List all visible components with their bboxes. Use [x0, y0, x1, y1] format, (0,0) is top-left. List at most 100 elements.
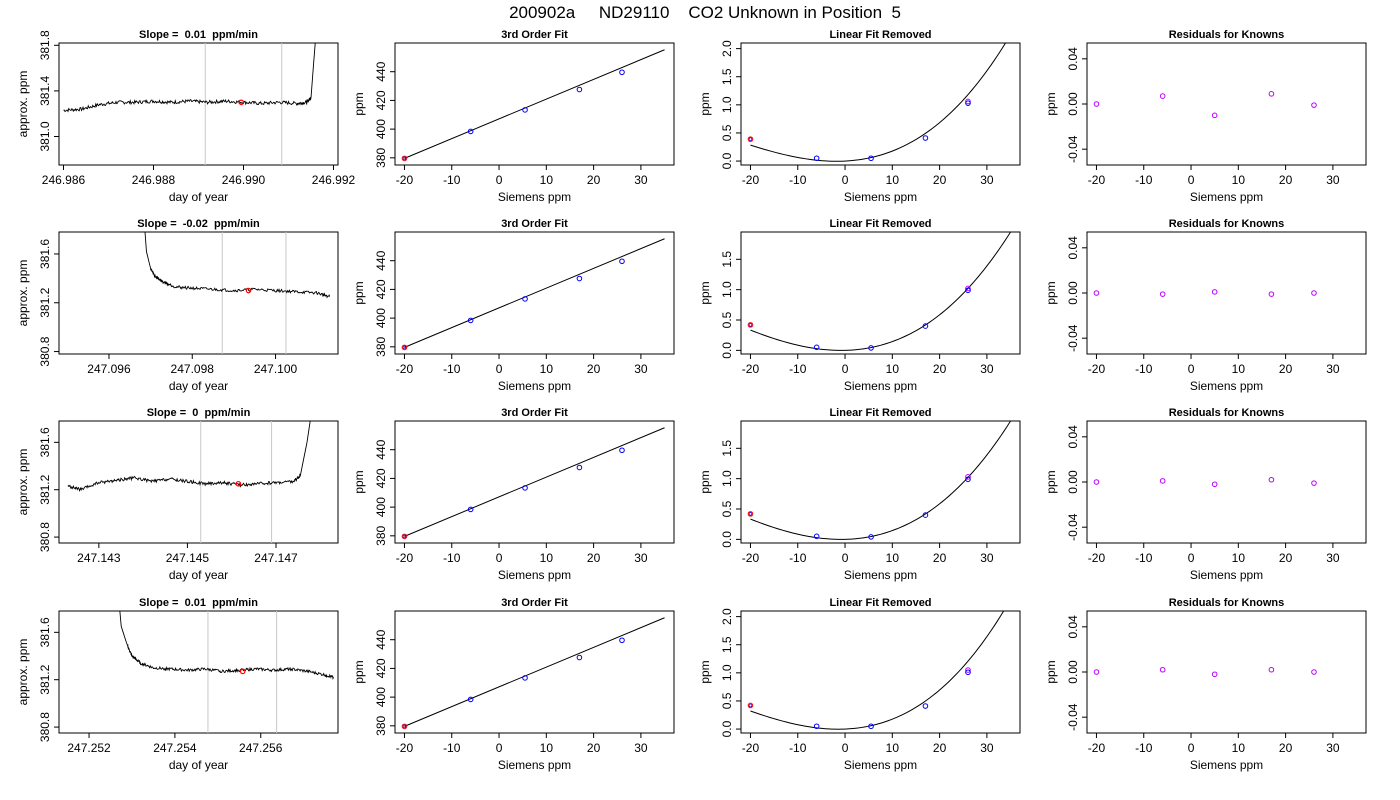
y-tick-label: 420: [374, 90, 388, 110]
y-tick-label: 420: [374, 468, 388, 488]
y-axis-label: ppm: [1044, 470, 1058, 493]
data-point: [965, 287, 971, 294]
plot-area: [401, 49, 665, 162]
data-point: [813, 155, 820, 162]
x-axis-label: Siemens ppm: [1190, 568, 1263, 582]
y-tick-label: 2.0: [720, 608, 734, 625]
x-tick-label: -10: [789, 741, 807, 755]
plot-area: [747, 421, 1011, 540]
x-tick-label: 10: [1232, 362, 1246, 376]
panel-title: Slope = 0.01 ppm/min: [139, 597, 258, 609]
x-tick-label: 30: [634, 173, 648, 187]
fit-curve: [750, 611, 1005, 730]
x-tick-label: 246.986: [42, 173, 86, 187]
y-axis-label: ppm: [352, 281, 366, 304]
panel-fit-row-2: 3rd Order Fit -20 -10 0 10 20 30 380 400 420 440 Si…: [352, 407, 675, 582]
data-point: [868, 534, 874, 540]
y-axis-label: ppm: [698, 281, 712, 304]
plot-area: [401, 617, 665, 730]
panel-title: Slope = 0.01 ppm/min: [139, 29, 258, 41]
data-point: [522, 107, 528, 113]
y-tick-label: 381.6: [38, 617, 52, 647]
panel-linear-row-0: Linear Fit Removed -20 -10 0 10 20 30 0.0 0.5 1.0…: [698, 29, 1021, 204]
y-tick-label: 380: [374, 147, 388, 167]
y-tick-label: 1.5: [720, 440, 734, 457]
y-tick-label: 380.8: [38, 712, 52, 742]
data-point: [467, 696, 474, 703]
panel-fit-row-1: 3rd Order Fit -20 -10 0 10 20 30 380 400 420 440 Si…: [352, 218, 675, 393]
y-tick-label: 400: [374, 119, 388, 139]
data-point: [1093, 669, 1100, 675]
plot-area: [1093, 476, 1317, 488]
x-tick-label: -10: [443, 741, 461, 755]
y-tick-label: 440: [374, 439, 388, 459]
x-tick-label: 10: [886, 741, 900, 755]
sample-marker: [238, 99, 245, 106]
x-tick-label: 20: [1279, 173, 1293, 187]
data-point: [965, 669, 971, 676]
x-tick-label: 20: [933, 741, 947, 755]
data-point: [467, 506, 474, 513]
x-tick-label: 20: [1279, 551, 1293, 565]
x-tick-label: 0: [496, 551, 503, 565]
data-point: [1211, 289, 1218, 295]
x-tick-label: 0: [1188, 741, 1195, 755]
y-tick-label: 0.04: [1066, 425, 1080, 449]
x-tick-label: 0: [842, 741, 849, 755]
x-axis-label: Siemens ppm: [844, 758, 917, 772]
x-tick-label: 247.098: [171, 362, 215, 376]
y-tick-label: 1.5: [720, 68, 734, 85]
x-tick-label: 20: [587, 551, 601, 565]
plot-area: [1093, 666, 1317, 678]
y-tick-label: 0.04: [1066, 236, 1080, 260]
x-tick-label: 20: [587, 741, 601, 755]
sample-marker: [245, 287, 252, 294]
drift-series-line: [144, 232, 331, 299]
y-tick-label: 0.00: [1066, 92, 1080, 116]
plot-area: [1093, 289, 1317, 297]
x-tick-label: 0: [842, 551, 849, 565]
data-point-overlay: [402, 534, 407, 539]
figure-title: 200902a ND29110 CO2 Unknown in Position …: [509, 3, 901, 22]
data-point: [1311, 290, 1317, 296]
x-tick-label: -20: [396, 173, 414, 187]
y-axis-label: ppm: [352, 470, 366, 493]
x-tick-label: -10: [443, 173, 461, 187]
y-axis-label: approx. ppm: [16, 260, 30, 327]
data-point: [576, 654, 583, 661]
x-tick-label: 10: [540, 741, 554, 755]
y-tick-label: 1.0: [720, 281, 734, 298]
plot-frame: [740, 610, 1021, 734]
y-tick-label: -0.04: [1066, 324, 1080, 352]
plot-frame: [1086, 42, 1367, 166]
plot-frame: [740, 420, 1021, 544]
x-axis-label: Siemens ppm: [1190, 758, 1263, 772]
plot-frame: [740, 42, 1021, 166]
x-tick-label: -10: [789, 173, 807, 187]
x-axis-label: Siemens ppm: [1190, 190, 1263, 204]
x-tick-label: 0: [842, 362, 849, 376]
panel-title: Residuals for Knowns: [1169, 407, 1285, 419]
y-tick-label: 0.5: [720, 124, 734, 141]
x-tick-label: -10: [1135, 551, 1153, 565]
data-point-overlay: [748, 703, 753, 708]
x-tick-label: -10: [1135, 173, 1153, 187]
x-tick-label: 247.143: [77, 551, 121, 565]
x-tick-label: -20: [1088, 551, 1106, 565]
x-tick-label: 20: [1279, 741, 1293, 755]
data-point: [1268, 476, 1275, 483]
x-tick-label: 0: [496, 741, 503, 755]
x-tick-label: 0: [1188, 362, 1195, 376]
y-axis-label: approx. ppm: [16, 449, 30, 516]
x-tick-label: 0: [1188, 173, 1195, 187]
y-tick-label: 1.0: [720, 96, 734, 113]
data-point: [1268, 666, 1275, 673]
data-point-overlay: [402, 156, 407, 161]
x-tick-label: 247.254: [153, 741, 197, 755]
x-tick-label: 247.145: [166, 551, 210, 565]
y-tick-label: 0.04: [1066, 47, 1080, 71]
data-point: [813, 723, 820, 730]
plot-frame: [394, 610, 675, 734]
y-tick-label: 440: [374, 61, 388, 81]
plot-area: [401, 238, 665, 351]
